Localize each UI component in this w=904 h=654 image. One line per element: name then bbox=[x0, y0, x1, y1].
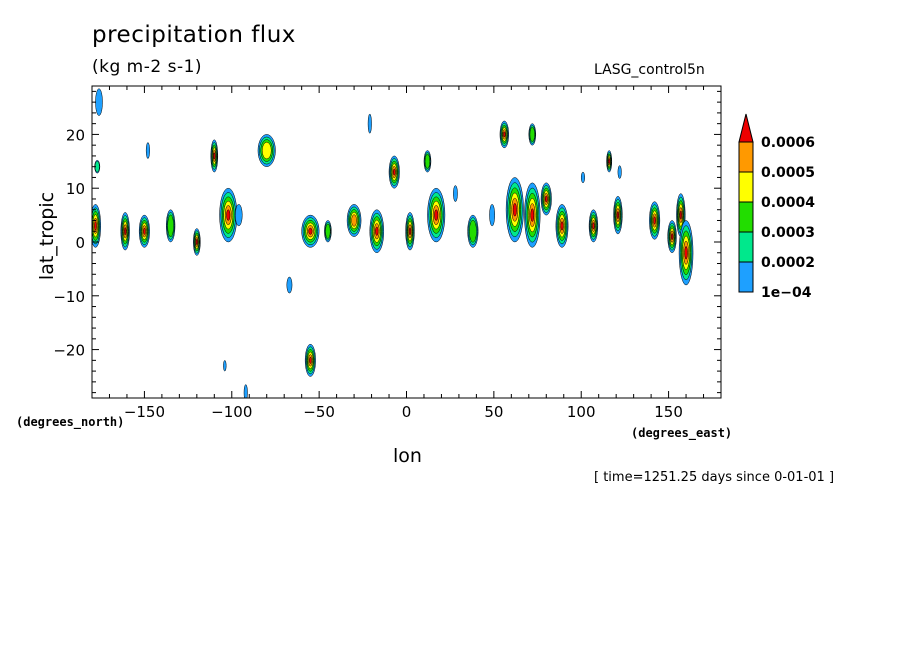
contour-layer bbox=[92, 88, 694, 398]
experiment-label: LASG_control5n bbox=[594, 62, 705, 78]
colorbar-arrow bbox=[738, 113, 754, 143]
contour-cell bbox=[653, 216, 656, 225]
contour-cell bbox=[424, 153, 431, 169]
y-tick-label: −20 bbox=[53, 342, 85, 360]
colorbar-label: 0.0003 bbox=[761, 225, 815, 241]
contour-cell bbox=[617, 165, 622, 179]
x-tick-label: −50 bbox=[303, 403, 335, 421]
contour-cell bbox=[143, 227, 146, 235]
contour-cell bbox=[580, 171, 585, 184]
x-unit-note: (degrees_east) bbox=[631, 426, 733, 440]
contour-cell bbox=[195, 239, 198, 245]
contour-cell bbox=[592, 222, 595, 230]
contour-cell bbox=[351, 214, 357, 227]
contour-cell bbox=[684, 246, 688, 260]
contour-cell bbox=[434, 209, 439, 221]
time-stamp: [ time=1251.25 days since 0-01-01 ] bbox=[594, 470, 835, 485]
colorbar-label: 0.0004 bbox=[761, 195, 815, 211]
colorbar-label: 0.0005 bbox=[761, 165, 815, 181]
contour-cell bbox=[608, 158, 611, 164]
x-tick-label: 100 bbox=[567, 403, 596, 421]
contour-cell bbox=[560, 221, 564, 231]
colorbar-label: 1e−04 bbox=[761, 285, 812, 301]
contour-cell bbox=[503, 131, 506, 138]
x-tick-label: 50 bbox=[484, 403, 503, 421]
contour-cell bbox=[453, 185, 458, 202]
contour-cell bbox=[213, 152, 216, 160]
y-tick-label: 0 bbox=[75, 234, 85, 252]
contour-cell bbox=[469, 220, 477, 243]
contour-cell bbox=[670, 233, 674, 241]
y-axis-label: lat_tropic bbox=[36, 191, 58, 281]
contour-cell bbox=[530, 208, 535, 222]
x-axis-label: lon bbox=[393, 445, 422, 467]
contour-cell bbox=[235, 204, 243, 227]
x-tick-label: 150 bbox=[654, 403, 683, 421]
y-tick-label: −10 bbox=[53, 288, 85, 306]
contour-cell bbox=[489, 204, 495, 227]
x-tick-label: −150 bbox=[124, 403, 165, 421]
y-unit-note: (degrees_north) bbox=[16, 415, 125, 429]
contour-cell bbox=[367, 113, 372, 134]
contour-cell bbox=[145, 142, 150, 159]
contour-cell bbox=[375, 226, 379, 236]
contour-cell bbox=[529, 126, 535, 142]
colorbar-label: 0.0002 bbox=[761, 255, 815, 271]
contour-cell bbox=[309, 356, 312, 364]
contour-cell bbox=[243, 384, 248, 398]
colorbar-box bbox=[738, 141, 754, 173]
chart-title: precipitation flux bbox=[92, 22, 296, 48]
contour-cell bbox=[679, 210, 682, 220]
contour-cell bbox=[167, 214, 174, 238]
contour-cell bbox=[616, 211, 620, 220]
contour-cell bbox=[544, 195, 548, 203]
y-tick-label: 20 bbox=[66, 126, 85, 144]
x-tick-label: −100 bbox=[211, 403, 252, 421]
chart-units: (kg m-2 s-1) bbox=[92, 57, 203, 77]
contour-cell bbox=[512, 203, 517, 217]
contour-cell bbox=[408, 227, 412, 236]
contour-cell bbox=[308, 227, 313, 235]
colorbar-box bbox=[738, 171, 754, 203]
contour-cell bbox=[223, 360, 227, 372]
contour-cell bbox=[261, 141, 272, 160]
colorbar-box bbox=[738, 201, 754, 233]
colorbar-label: 0.0006 bbox=[761, 135, 815, 151]
contour-cell bbox=[94, 221, 97, 231]
colorbar-box bbox=[738, 261, 754, 293]
contour-cell bbox=[95, 88, 103, 116]
contour-cell bbox=[286, 276, 293, 294]
contour-cell bbox=[124, 227, 127, 236]
colorbar-box bbox=[738, 231, 754, 263]
contour-cell bbox=[325, 223, 331, 239]
contour-cell bbox=[392, 168, 396, 176]
contour-cell bbox=[226, 209, 231, 221]
x-tick-label: 0 bbox=[402, 403, 412, 421]
y-tick-label: 10 bbox=[66, 180, 85, 198]
